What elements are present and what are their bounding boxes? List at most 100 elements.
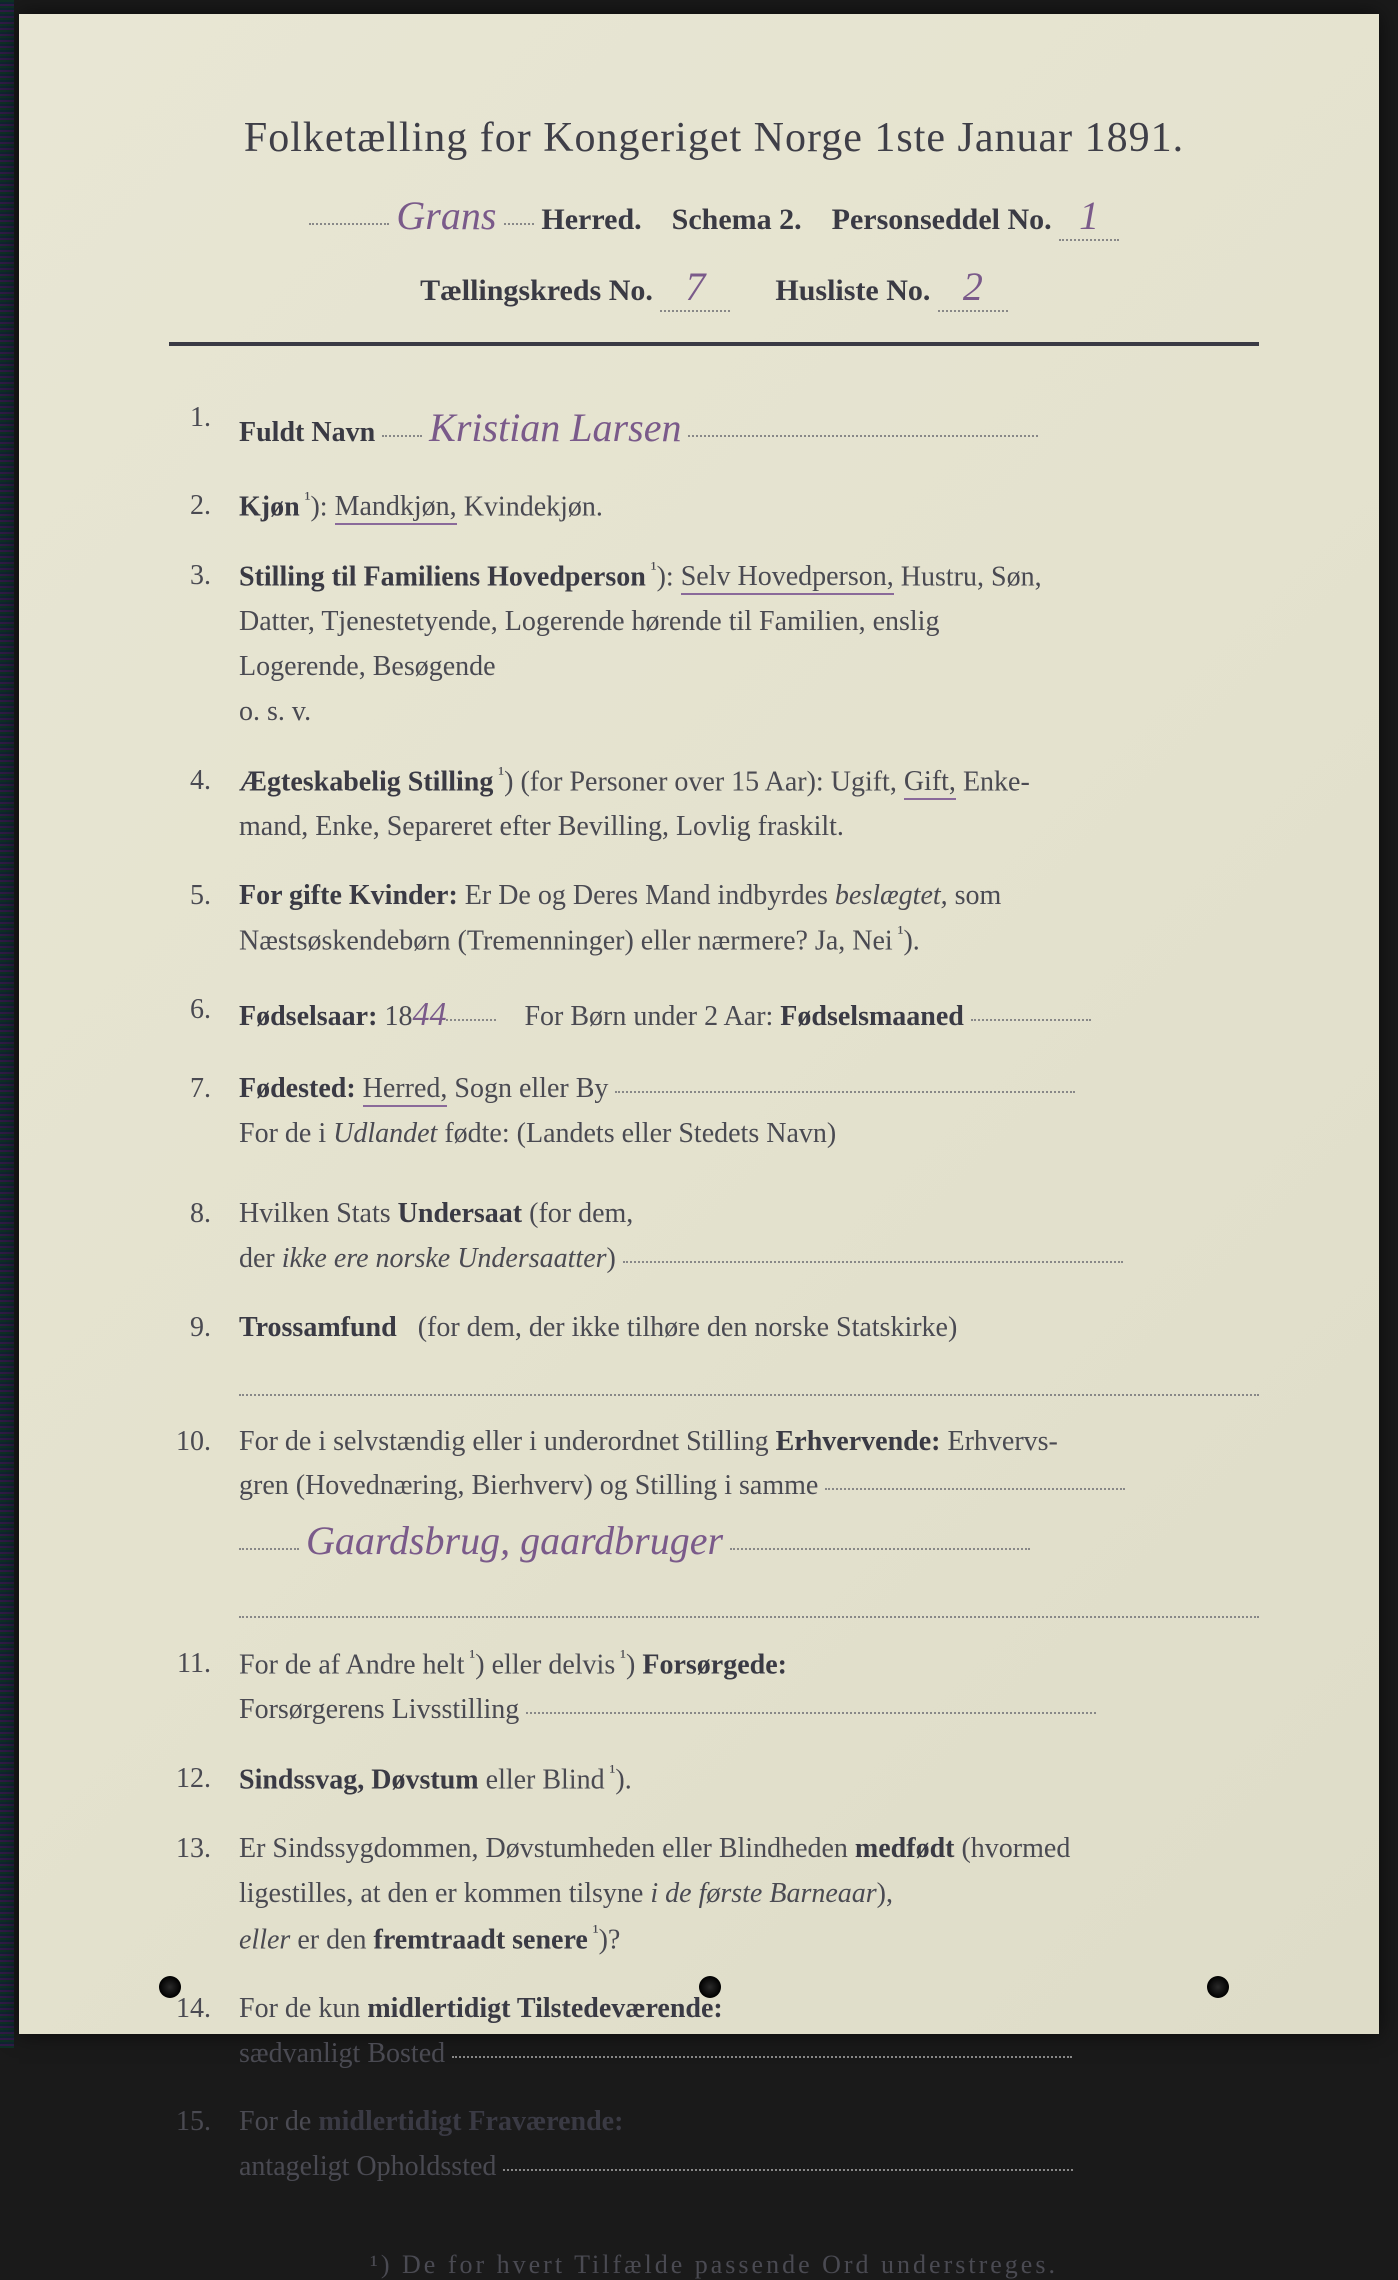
item-8: 8. Hvilken Stats Undersaat (for dem, der… bbox=[169, 1192, 1259, 1282]
form-items: 1. Fuldt Navn Kristian Larsen 2. Kjøn ¹)… bbox=[169, 396, 1259, 2190]
q11-bold: Forsørgede: bbox=[642, 1649, 787, 1680]
herred-label: Herred. bbox=[541, 203, 641, 236]
footnote: ¹) De for hvert Tilfælde passende Ord un… bbox=[169, 2250, 1259, 2280]
q1-value-handwritten: Kristian Larsen bbox=[429, 396, 681, 460]
husliste-no-handwritten: 2 bbox=[938, 263, 1008, 312]
q2-option: Kvindekjøn. bbox=[464, 491, 603, 522]
footnote-ref: ¹ bbox=[588, 1922, 599, 1943]
q4-options: Ugift, bbox=[831, 766, 897, 797]
taellingskreds-no-handwritten: 7 bbox=[660, 263, 730, 312]
item-11: 11. For de af Andre helt ¹) eller delvis… bbox=[169, 1642, 1259, 1733]
q11-text: eller delvis bbox=[492, 1649, 616, 1680]
item-15: 15. For de midlertidigt Fraværende: anta… bbox=[169, 2100, 1259, 2190]
q5-text: som bbox=[955, 880, 1002, 911]
q5-label: For gifte Kvinder: bbox=[239, 880, 458, 911]
item-number: 7. bbox=[169, 1067, 239, 1112]
q7-selected: Herred, bbox=[363, 1073, 448, 1107]
header-line-2: Tællingskreds No. 7 Husliste No. 2 bbox=[169, 263, 1259, 312]
q3-options: Hustru, Søn, bbox=[901, 561, 1042, 592]
q1-label: Fuldt Navn bbox=[239, 417, 375, 448]
q7-rest: Sogn eller By bbox=[454, 1073, 608, 1104]
footnote-ref: ¹ bbox=[465, 1647, 476, 1668]
footnote-ref: ¹ bbox=[605, 1762, 616, 1783]
scan-artifact-left bbox=[0, 0, 14, 2048]
item-number: 11. bbox=[169, 1642, 239, 1687]
q7-label: Fødested: bbox=[239, 1073, 356, 1104]
dotline bbox=[688, 435, 1038, 437]
q7-line2a: For de i bbox=[239, 1118, 326, 1149]
footnote-ref: ¹ bbox=[493, 764, 504, 785]
item-number: 5. bbox=[169, 874, 239, 919]
footnote-ref: ¹ bbox=[615, 1647, 626, 1668]
q6-label2: Fødselsmaaned bbox=[780, 1001, 964, 1032]
q8-text: (for dem, bbox=[529, 1198, 633, 1229]
footnote-ref: ¹ bbox=[646, 559, 657, 580]
q8-text: Hvilken Stats bbox=[239, 1198, 391, 1229]
q3-etc: o. s. v. bbox=[239, 696, 311, 727]
q13-italic: i de første Barneaar bbox=[650, 1878, 876, 1909]
q5-text: Er De og Deres Mand indbyrdes bbox=[465, 880, 828, 911]
item-number: 9. bbox=[169, 1306, 239, 1351]
dotline bbox=[503, 2169, 1073, 2171]
q3-options-line2: Datter, Tjenestetyende, Logerende hørend… bbox=[239, 606, 939, 637]
item-number: 3. bbox=[169, 554, 239, 599]
q15-line2: antageligt Opholdssted bbox=[239, 2151, 496, 2182]
header-rule bbox=[169, 342, 1259, 346]
item-number: 15. bbox=[169, 2100, 239, 2145]
q13-italic: eller bbox=[239, 1924, 290, 1955]
q4-selected: Gift, bbox=[904, 766, 956, 800]
q12-bold: Sindssvag, Døvstum bbox=[239, 1764, 479, 1795]
q4-label: Ægteskabelig Stilling bbox=[239, 766, 493, 797]
item-number: 2. bbox=[169, 484, 239, 529]
page-title: Folketælling for Kongeriget Norge 1ste J… bbox=[169, 114, 1259, 162]
dotline bbox=[452, 2056, 1072, 2058]
personseddel-no-handwritten: 1 bbox=[1059, 192, 1119, 241]
q10-line2: gren (Hovednæring, Bierhverv) og Stillin… bbox=[239, 1470, 818, 1501]
item-number: 10. bbox=[169, 1420, 239, 1465]
item-9: 9. Trossamfund (for dem, der ikke tilhør… bbox=[169, 1306, 1259, 1396]
q2-label: Kjøn bbox=[239, 491, 300, 522]
census-form-page: Folketælling for Kongeriget Norge 1ste J… bbox=[19, 14, 1379, 2034]
q6-year-handwritten: 44 bbox=[412, 988, 446, 1042]
dotline bbox=[623, 1261, 1123, 1263]
q7-italic: Udlandet bbox=[333, 1118, 437, 1149]
dotline bbox=[615, 1091, 1075, 1093]
dotline bbox=[239, 1573, 1259, 1618]
q13-line2a: ligestilles, at den er kommen tilsyne bbox=[239, 1878, 643, 1909]
q13-bold: medfødt bbox=[855, 1833, 955, 1864]
q15-bold: midlertidigt Fraværende: bbox=[318, 2106, 623, 2137]
dotline bbox=[730, 1548, 1030, 1550]
item-3: 3. Stilling til Familiens Hovedperson ¹)… bbox=[169, 554, 1259, 735]
q8-bold: Undersaat bbox=[398, 1198, 522, 1229]
q14-text: For de kun bbox=[239, 1993, 360, 2024]
q14-bold: midlertidigt Tilstedeværende: bbox=[367, 1993, 722, 2024]
q13-text: Er Sindssygdommen, Døvstumheden eller Bl… bbox=[239, 1833, 848, 1864]
item-5: 5. For gifte Kvinder: Er De og Deres Man… bbox=[169, 874, 1259, 965]
q13-bold: fremtraadt senere bbox=[374, 1924, 588, 1955]
item-number: 12. bbox=[169, 1757, 239, 1802]
q3-selected: Selv Hovedperson, bbox=[681, 561, 894, 595]
item-number: 14. bbox=[169, 1987, 239, 2032]
q9-text: (for dem, der ikke tilhøre den norske St… bbox=[418, 1312, 958, 1343]
item-number: 4. bbox=[169, 759, 239, 804]
q4-paren: (for Personer over 15 Aar): bbox=[520, 766, 823, 797]
taellingskreds-label: Tællingskreds No. bbox=[420, 274, 653, 307]
q8-italic: ikke ere norske Undersaatter bbox=[282, 1243, 607, 1274]
q5-italic: beslægtet, bbox=[835, 880, 948, 911]
item-number: 8. bbox=[169, 1192, 239, 1237]
item-number: 6. bbox=[169, 988, 239, 1033]
item-7: 7. Fødested: Herred, Sogn eller By For d… bbox=[169, 1067, 1259, 1157]
q13-text: (hvormed bbox=[961, 1833, 1070, 1864]
footnote-ref: ¹ bbox=[300, 489, 311, 510]
punch-hole bbox=[1207, 1976, 1229, 1998]
punch-hole bbox=[699, 1976, 721, 1998]
q12-text: eller Blind bbox=[486, 1764, 605, 1795]
item-4: 4. Ægteskabelig Stilling ¹) (for Persone… bbox=[169, 759, 1259, 850]
item-2: 2. Kjøn ¹): Mandkjøn, Kvindekjøn. bbox=[169, 484, 1259, 530]
q10-value-handwritten: Gaardsbrug, gaardbruger bbox=[306, 1509, 723, 1573]
item-14: 14. For de kun midlertidigt Tilstedevære… bbox=[169, 1987, 1259, 2077]
q11-line2: Forsørgerens Livsstilling bbox=[239, 1694, 519, 1725]
q13-text: er den bbox=[297, 1924, 366, 1955]
q2-selected: Mandkjøn, bbox=[335, 491, 457, 525]
q11-text: For de af Andre helt bbox=[239, 1649, 465, 1680]
